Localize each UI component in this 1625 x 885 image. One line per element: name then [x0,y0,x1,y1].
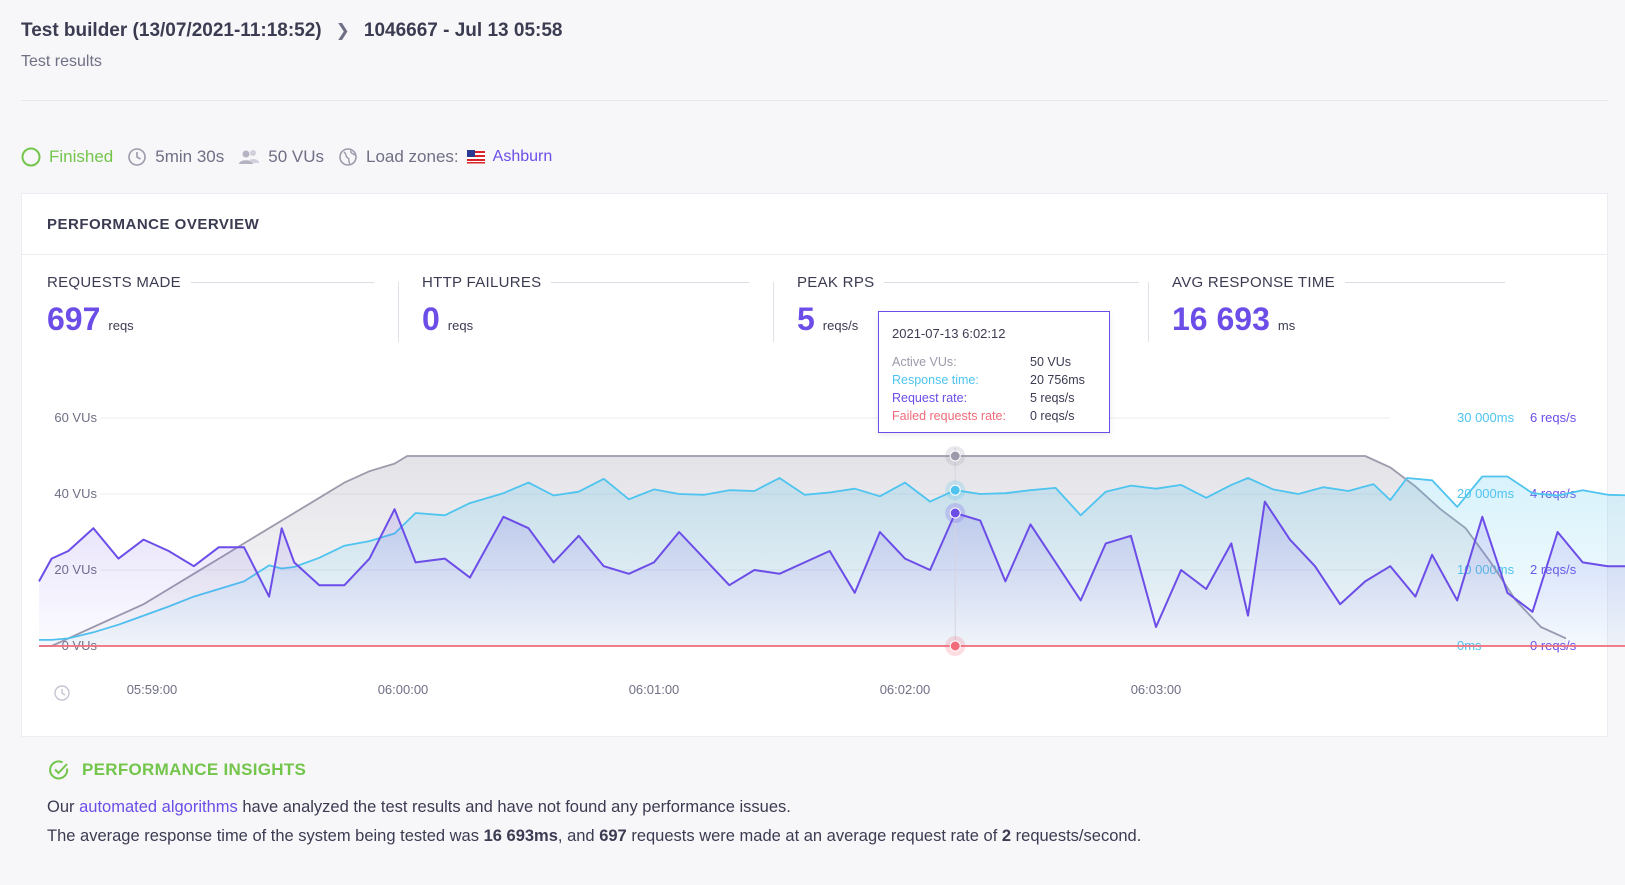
metric-label: HTTP FAILURES [422,274,542,291]
load-zone-link[interactable]: Ashburn [492,148,553,165]
axis-clock-icon [54,685,70,701]
y-tick-label-vus: 40 VUs [54,486,97,501]
status-row: Finished 5min 30s 50 VUs Load zones: Ash… [21,147,566,167]
metric-label: PEAK RPS [797,274,875,291]
insights-title: PERFORMANCE INSIGHTS [48,759,306,781]
metric-value: 16 693 [1172,301,1270,337]
circle-icon [21,147,41,167]
cursor-point-failed-requests-rate [949,640,961,652]
users-icon [239,150,260,164]
breadcrumb-parent-link[interactable]: Test builder (13/07/2021-11:18:52) [21,20,322,41]
tooltip-key: Request rate: [892,391,968,405]
cursor-point-request-rate [949,507,961,519]
metric-divider [398,282,399,342]
metric-unit: reqs [108,318,134,333]
metric-avg-response-time: AVG RESPONSE TIME 16 693 ms [1172,274,1505,338]
metric-value: 5 [797,301,815,337]
tooltip-value: 20 756ms [1030,373,1085,387]
series-area-request-rate [39,501,1625,646]
tooltip-value: 5 reqs/s [1030,391,1075,405]
duration-value: 5min 30s [155,147,225,166]
chart-tooltip: 2021-07-13 6:02:12 Active VUs: 50 VUs Res… [878,311,1110,433]
us-flag-icon [466,150,485,164]
text: have analyzed the test results and have … [237,798,791,816]
status-vus: 50 VUs [238,147,324,167]
text: The average response time of the system … [47,827,484,845]
tooltip-row-vus: Active VUs: 50 VUs [892,353,1096,371]
page-subtitle: Test results [21,53,102,70]
avg-response-highlight: 16 693ms [483,827,558,845]
metric-peak-rps: PEAK RPS 5 reqs/s [797,274,1140,338]
requests-highlight: 697 [599,827,627,845]
metric-value: 0 [422,301,440,337]
cursor-point-response-time [949,484,961,496]
globe-icon [339,148,357,166]
metric-unit: reqs [447,318,474,333]
load-zones-label: Load zones: [366,147,459,166]
x-tick-label: 06:00:00 [378,682,429,697]
breadcrumb-current: 1046667 - Jul 13 05:58 [363,20,563,41]
header-divider [21,100,1608,101]
tooltip-key: Response time: [892,373,979,387]
tooltip-row-response: Response time: 20 756ms [892,371,1096,389]
status-duration: 5min 30s [127,147,224,167]
text: , and [557,827,600,845]
metric-http-failures: HTTP FAILURES 0 reqs [422,274,750,338]
y-tick-label-requests: 6 reqs/s [1530,410,1577,425]
tooltip-value: 50 VUs [1030,355,1071,369]
metric-unit: reqs/s [822,318,859,333]
x-tick-label: 06:03:00 [1131,682,1182,697]
tooltip-row-failed: Failed requests rate: 0 reqs/s [892,407,1096,425]
metric-divider [1148,282,1149,342]
insights-title-text: PERFORMANCE INSIGHTS [82,760,307,779]
metric-unit: ms [1277,318,1296,333]
metric-label-line [190,282,374,283]
status-finished: Finished [21,147,113,167]
chevron-right-icon: ❯ [335,21,350,40]
metric-divider [773,282,774,342]
check-circle-icon [49,760,69,780]
x-tick-label: 05:59:00 [127,682,178,697]
breadcrumb: Test builder (13/07/2021-11:18:52) ❯ 104… [21,20,562,42]
metric-label-line [884,282,1140,283]
tooltip-value: 0 reqs/s [1030,409,1075,423]
y-tick-label-vus: 60 VUs [54,410,97,425]
text: Our [47,798,80,816]
insights-details: The average response time of the system … [47,827,1141,846]
metric-label: REQUESTS MADE [47,274,181,291]
text: requests were made at an average request… [626,827,1002,845]
text: requests/second. [1011,827,1142,845]
automated-algorithms-link[interactable]: automated algorithms [79,798,238,816]
axis-clock-hand-icon [61,689,66,696]
tooltip-title: 2021-07-13 6:02:12 [892,326,1006,341]
tooltip-key: Failed requests rate: [892,409,1006,423]
series-line-response-time [39,475,1625,641]
metric-requests-made: REQUESTS MADE 697 reqs [47,274,374,338]
metric-label: AVG RESPONSE TIME [1172,274,1335,291]
tooltip-key: Active VUs: [892,355,957,369]
insights-summary: Our automated algorithms have analyzed t… [47,798,791,817]
series-line-request-rate [38,500,1625,628]
metric-label-line [1344,282,1505,283]
cursor-point-active-vus [949,450,961,462]
x-tick-label: 06:02:00 [880,682,931,697]
metric-value: 697 [47,301,101,337]
x-tick-label: 06:01:00 [629,682,680,697]
performance-insights: PERFORMANCE INSIGHTS Our automated algor… [21,736,1608,871]
rate-highlight: 2 [1001,827,1012,845]
status-label: Finished [49,147,114,166]
y-tick-label-response: 30 000ms [1457,410,1515,425]
status-load-zones: Load zones: Ashburn [338,147,552,167]
vus-value: 50 VUs [268,147,324,166]
card-title: PERFORMANCE OVERVIEW [22,194,1607,255]
tooltip-row-requests: Request rate: 5 reqs/s [892,389,1096,407]
clock-icon [128,148,147,166]
metric-label-line [551,282,750,283]
